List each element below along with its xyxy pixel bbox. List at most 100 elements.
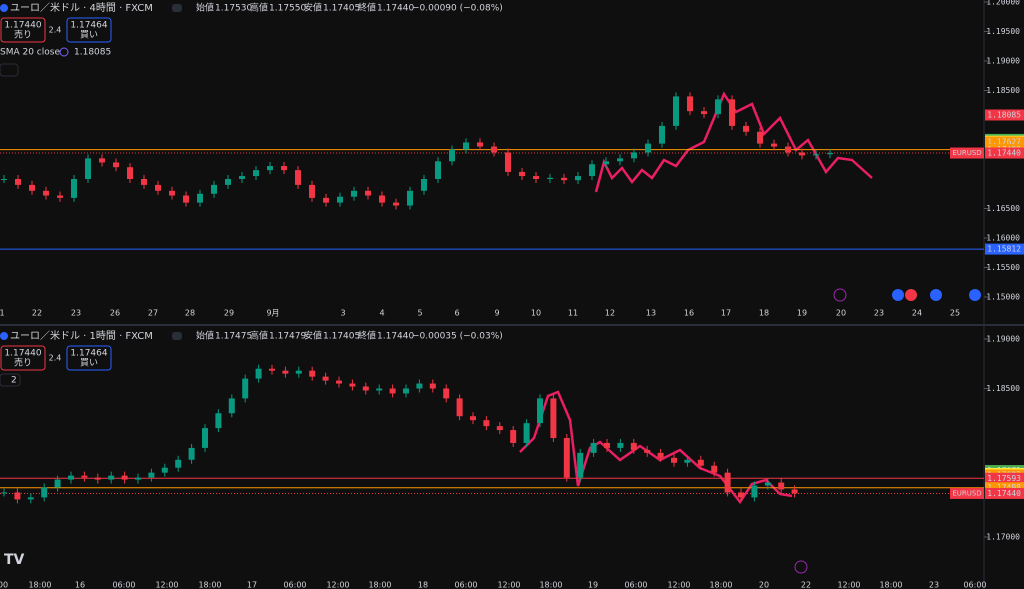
ohlc-label: 終値: [358, 330, 376, 342]
candle: [563, 438, 570, 478]
candle: [575, 176, 581, 181]
candle: [491, 146, 497, 153]
candle: [127, 167, 133, 179]
time-label: 06:00: [454, 581, 477, 589]
event-icon[interactable]: [969, 289, 981, 301]
time-label: 06:00: [283, 581, 306, 589]
sell-label: 売り: [14, 29, 32, 41]
candle: [349, 383, 356, 387]
candle: [421, 179, 427, 191]
time-label: 9月: [266, 309, 279, 318]
price-label: 1.15812: [987, 245, 1021, 254]
price-tick-label: 1.19000: [986, 335, 1020, 344]
price-tick-label: 1.20000: [986, 0, 1020, 7]
time-label: 20: [836, 309, 846, 318]
time-label: 12: [605, 309, 615, 318]
candle: [295, 370, 302, 374]
event-icon[interactable]: [794, 560, 808, 574]
candle: [684, 459, 691, 463]
ohlc-label: 安値: [304, 330, 322, 342]
candle: [281, 166, 287, 171]
buy-label: 買い: [80, 30, 98, 41]
sell-button[interactable]: [0, 345, 46, 371]
candle: [376, 388, 383, 391]
candle: [255, 368, 262, 379]
candle: [41, 487, 48, 498]
price-label-bg: [985, 136, 1024, 148]
time-label: 1: [0, 309, 5, 318]
sell-label: 売り: [14, 357, 32, 369]
ohlc-value: 1.17475: [215, 332, 252, 342]
event-icon[interactable]: [892, 289, 904, 301]
toggle[interactable]: [172, 4, 182, 12]
candle: [57, 195, 63, 198]
change: −0.00090 (−0.08%): [412, 4, 503, 14]
time-label: 17: [247, 581, 257, 589]
candle: [99, 158, 105, 163]
candle: [407, 190, 413, 206]
candle: [456, 398, 463, 417]
buy-button[interactable]: [66, 345, 112, 371]
event-icon[interactable]: [930, 289, 942, 301]
candle: [659, 125, 665, 144]
time-label: 12:00: [837, 581, 860, 589]
time-label: 6: [454, 309, 459, 318]
collapse-button[interactable]: [0, 373, 21, 387]
candle: [785, 146, 791, 153]
time-label: 06:00: [112, 581, 135, 589]
candle: [590, 442, 597, 453]
time-label: 18:00: [879, 581, 902, 589]
candle: [322, 376, 329, 381]
candle: [269, 368, 275, 371]
price-tick-label: 1.18500: [986, 384, 1020, 393]
candle: [175, 459, 182, 468]
ohlc-value: 1.17405: [323, 332, 360, 342]
toggle[interactable]: [172, 332, 182, 340]
price-label: 1.18085: [987, 110, 1021, 119]
buy-button[interactable]: [66, 17, 112, 43]
candle: [711, 465, 718, 473]
candle: [751, 485, 758, 498]
symbol-tag-text: EURUSD: [952, 489, 981, 497]
candle: [155, 184, 161, 191]
spread: 2.4: [49, 354, 62, 363]
candle: [267, 166, 273, 171]
candle: [443, 388, 450, 399]
candle: [141, 179, 147, 185]
time-label: 18:00: [368, 581, 391, 589]
candle: [477, 142, 483, 147]
time-label: 16: [684, 309, 694, 318]
candle: [657, 452, 664, 458]
candle: [323, 197, 329, 203]
candle: [239, 176, 245, 179]
candle: [362, 386, 369, 391]
price-label: 1.17627: [987, 138, 1021, 147]
candle: [68, 475, 74, 480]
candle: [429, 383, 436, 389]
price-tick-label: 1.18500: [986, 86, 1020, 95]
candle: [617, 158, 623, 162]
event-icon[interactable]: [905, 289, 917, 301]
symbol-tag: [950, 147, 984, 159]
event-icon[interactable]: [833, 288, 847, 302]
candle: [295, 170, 301, 185]
candle: [215, 413, 222, 429]
candle: [337, 196, 343, 203]
time-label: 18:00: [709, 581, 732, 589]
candle: [309, 184, 315, 198]
ohlc-value: 1.17405: [323, 4, 360, 14]
candle: [630, 442, 637, 450]
candle: [550, 398, 557, 438]
candle: [211, 184, 217, 194]
candle: [108, 475, 115, 480]
candle: [379, 195, 385, 203]
candle: [27, 497, 34, 500]
price-label: 1.17440: [987, 149, 1021, 158]
collapse-button[interactable]: [0, 63, 19, 77]
sell-button[interactable]: [0, 17, 46, 43]
candle: [715, 99, 721, 115]
candle: [724, 472, 731, 493]
candle: [435, 161, 441, 179]
candle: [365, 190, 371, 196]
ohlc-value: 1.17440: [377, 4, 414, 14]
